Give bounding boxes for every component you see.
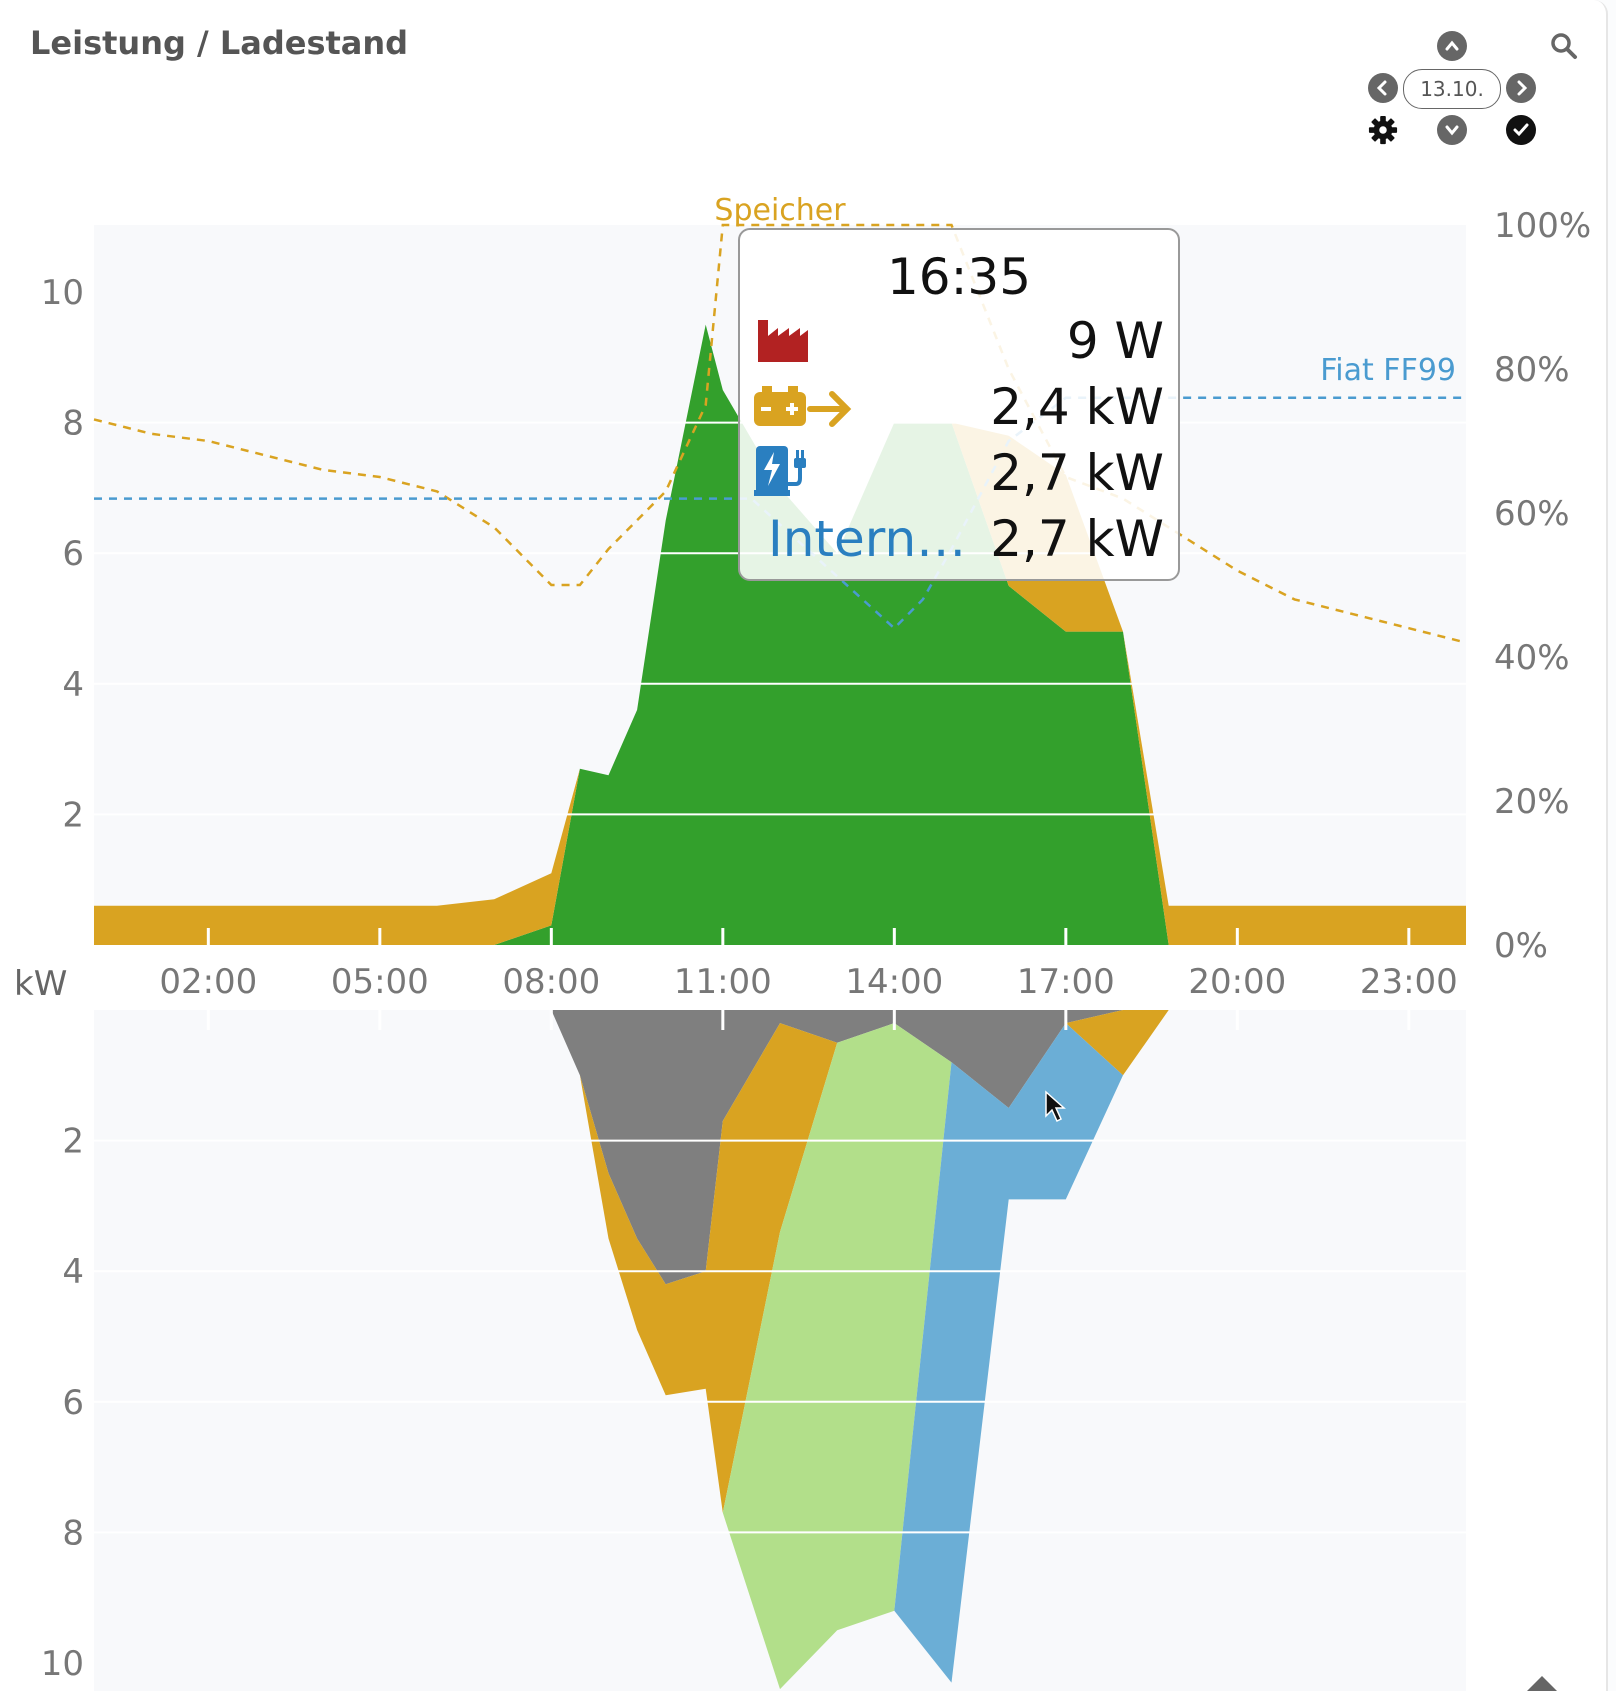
x-tick: 14:00 [845, 962, 943, 1002]
tooltip-time: 16:35 [886, 248, 1032, 306]
tooltip-value-intern: 2,7 kW [990, 510, 1164, 568]
check-icon[interactable] [1506, 115, 1536, 145]
tooltip-value-ev: 2,7 kW [990, 444, 1164, 502]
y-tick-bottom: 10 [41, 1644, 84, 1684]
y-tick-top: 10 [41, 273, 84, 313]
tooltip-value-battery: 2,4 kW [990, 378, 1164, 436]
y2-tick: 80% [1494, 350, 1570, 390]
area-pv [94, 324, 1466, 946]
x-tick: 02:00 [159, 962, 257, 1002]
chevron-up-icon[interactable] [1437, 31, 1467, 61]
tooltip-row-intern: Intern… 2,7 kW [754, 510, 1164, 570]
search-icon[interactable] [1549, 31, 1579, 61]
x-tick: 05:00 [331, 962, 429, 1002]
area-battery [94, 1010, 1466, 1513]
ev-charger-icon [754, 446, 806, 496]
x-tick: 23:00 [1360, 962, 1458, 1002]
gear-icon[interactable] [1368, 115, 1398, 145]
x-tick: 20:00 [1188, 962, 1286, 1002]
y-tick-top: 2 [62, 795, 84, 835]
chart-tooltip: 16:35 9 W 2,4 kW [738, 228, 1180, 581]
y-tick-bottom: 6 [62, 1383, 84, 1423]
y-tick-bottom: 8 [62, 1513, 84, 1553]
chevron-right-icon[interactable] [1506, 73, 1536, 103]
y-tick-bottom: 4 [62, 1252, 84, 1292]
y-tick-bottom: 2 [62, 1122, 84, 1162]
y2-tick: 20% [1494, 782, 1570, 822]
speicher-annotation: Speicher [714, 193, 846, 228]
battery-soc-line [93, 223, 1467, 644]
y2-tick: 0% [1494, 926, 1548, 966]
tooltip-row-battery: 2,4 kW [754, 378, 1164, 438]
factory-icon [758, 320, 808, 362]
tooltip-row-ev: 2,7 kW [754, 444, 1164, 504]
unit-label: kW [14, 964, 67, 1004]
y-tick-top: 8 [62, 404, 84, 444]
chevron-left-icon[interactable] [1368, 73, 1398, 103]
x-tick: 08:00 [502, 962, 600, 1002]
y-tick-top: 4 [62, 665, 84, 705]
area-pv_light [94, 1010, 1466, 1690]
tooltip-row-grid: 9 W [754, 312, 1164, 372]
date-selector[interactable]: 13.10. [1403, 69, 1501, 109]
chevron-down-icon[interactable] [1437, 115, 1467, 145]
y2-tick: 60% [1494, 494, 1570, 534]
mouse-cursor-icon [1045, 1090, 1066, 1123]
y-tick-top: 6 [62, 534, 84, 574]
date-label: 13.10. [1420, 77, 1484, 101]
y2-tick: 100% [1494, 206, 1591, 246]
y2-tick: 40% [1494, 638, 1570, 678]
tooltip-value-grid: 9 W [1066, 312, 1164, 370]
tooltip-label-intern: Intern… [768, 510, 967, 568]
battery-arrow-icon [754, 386, 852, 427]
chart-title: Leistung / Ladestand [30, 24, 409, 62]
x-tick: 11:00 [674, 962, 772, 1002]
vehicle-annotation: Fiat FF99 [1320, 353, 1456, 388]
scroll-up-icon[interactable] [1522, 1672, 1562, 1691]
x-tick: 17:00 [1017, 962, 1115, 1002]
